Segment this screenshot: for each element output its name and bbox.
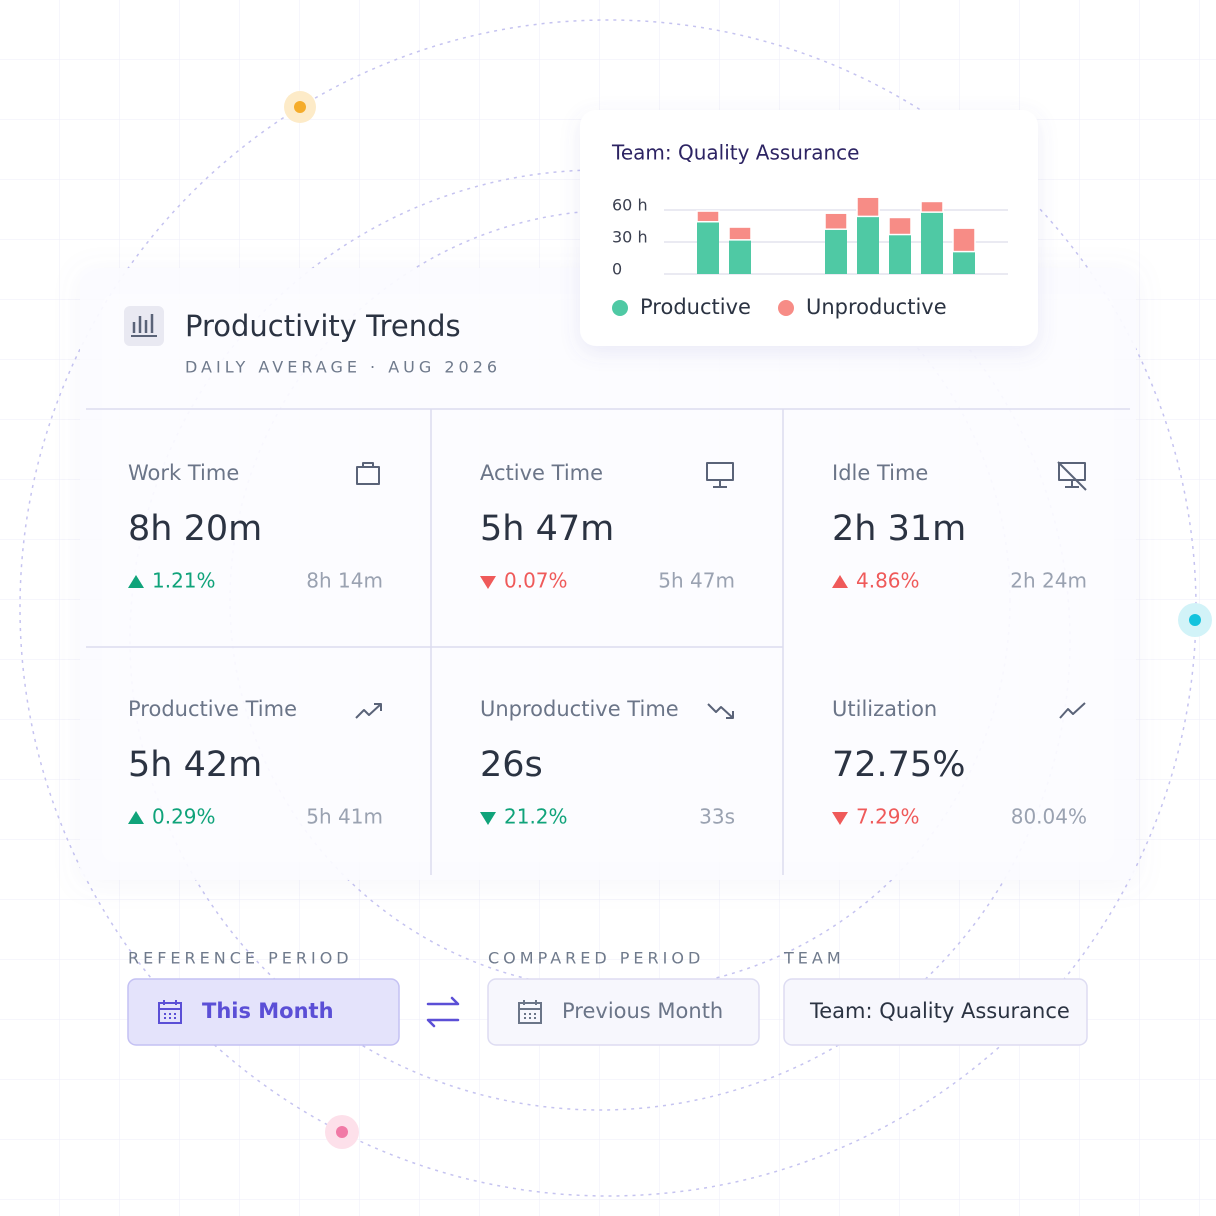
filter-value[interactable]: Previous Month: [562, 999, 723, 1023]
metric-label: Active Time: [480, 461, 603, 485]
bar-segment: [696, 210, 720, 223]
metric-change: 1.21%: [152, 569, 216, 593]
metric-icon: [1059, 702, 1086, 719]
metric-change: 7.29%: [856, 805, 920, 829]
bar-segment: [889, 234, 911, 274]
bar-segment: [856, 196, 880, 218]
title: Productivity Trends: [185, 309, 461, 343]
filter-label: REFERENCE PERIOD: [128, 949, 353, 968]
cell-dividers: [86, 408, 1130, 875]
metric-previous: 80.04%: [1011, 805, 1087, 829]
chart-title: Team: Quality Assurance: [611, 141, 859, 165]
subtitle: DAILY AVERAGE · AUG 2026: [185, 358, 501, 377]
orbit-dot: [336, 1126, 348, 1138]
orbit-dot: [294, 101, 306, 113]
trend-arrow: [832, 812, 848, 825]
main-card: [80, 268, 1136, 880]
metric-icon: [355, 703, 382, 719]
metric-previous: 5h 47m: [658, 569, 735, 593]
legend-swatch: [612, 300, 628, 316]
header-icon: [124, 306, 164, 346]
bar-segment: [824, 212, 848, 230]
swap-icon[interactable]: [426, 996, 460, 1028]
trend-arrow: [128, 811, 144, 824]
calendar-icon: [518, 1000, 542, 1024]
metric-change: 4.86%: [856, 569, 920, 593]
trend-arrow: [480, 812, 496, 825]
metric-label: Unproductive Time: [480, 697, 679, 721]
filter-label: COMPARED PERIOD: [488, 949, 704, 968]
trend-arrow: [128, 575, 144, 588]
metric-previous: 2h 24m: [1010, 569, 1087, 593]
filter-box[interactable]: [487, 978, 760, 1046]
bar-segment: [857, 216, 879, 274]
y-tick-label: 60 h: [612, 196, 648, 215]
chart-card: [580, 110, 1038, 346]
trend-arrow: [480, 576, 496, 589]
metric-label: Utilization: [832, 697, 937, 721]
bar-segment: [729, 239, 751, 274]
y-tick-label: 30 h: [612, 228, 648, 247]
metric-icon: [707, 703, 734, 719]
metric-value: 5h 47m: [480, 509, 614, 549]
legend-label: Productive: [640, 295, 751, 319]
legend-label: Unproductive: [806, 295, 947, 319]
legend-swatch: [778, 300, 794, 316]
metric-change: 0.29%: [152, 805, 216, 829]
bar-segment: [920, 200, 944, 213]
metric-value: 2h 31m: [832, 509, 966, 549]
bar-segment: [921, 212, 943, 274]
filter-box[interactable]: [783, 978, 1088, 1046]
filter-box[interactable]: [127, 978, 400, 1046]
filter-label: TEAM: [783, 949, 845, 968]
bar-segment: [728, 226, 752, 241]
metric-change: 0.07%: [504, 569, 568, 593]
metric-previous: 5h 41m: [306, 805, 383, 829]
metric-previous: 33s: [699, 805, 735, 829]
metric-previous: 8h 14m: [306, 569, 383, 593]
bar-segment: [825, 229, 847, 274]
orbit-dot: [1189, 614, 1201, 626]
metric-icon: [1057, 461, 1087, 491]
metric-label: Idle Time: [832, 461, 928, 485]
bar-segment: [953, 251, 975, 274]
calendar-icon: [158, 1000, 182, 1024]
metric-value: 72.75%: [832, 745, 965, 785]
metric-change: 21.2%: [504, 805, 568, 829]
filter-value[interactable]: This Month: [202, 999, 334, 1023]
metric-value: 8h 20m: [128, 509, 262, 549]
metric-value: 5h 42m: [128, 745, 262, 785]
metric-value: 26s: [480, 745, 543, 785]
y-tick-label: 0: [612, 260, 622, 279]
metric-label: Work Time: [128, 461, 239, 485]
metric-icon: [706, 462, 734, 488]
filter-value[interactable]: Team: Quality Assurance: [809, 999, 1070, 1023]
metric-label: Productive Time: [128, 697, 297, 721]
bar-segment: [697, 221, 719, 274]
metric-icon: [356, 462, 380, 485]
trend-arrow: [832, 575, 848, 588]
bar-segment: [888, 216, 912, 236]
bar-segment: [952, 227, 976, 253]
header-icon-bars: [131, 314, 157, 337]
